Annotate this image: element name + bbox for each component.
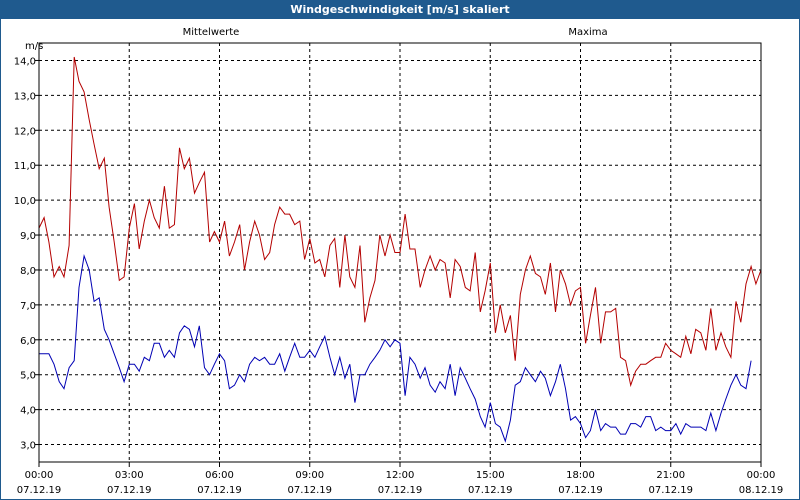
y-tick-label: 3,0: [20, 441, 36, 452]
chart-title: Windgeschwindigkeit [m/s] skaliert: [1, 1, 799, 19]
x-tick-time: 06:00: [205, 470, 234, 481]
x-tick-time: 12:00: [386, 470, 415, 481]
x-tick-date: 07.12.19: [107, 485, 152, 496]
x-tick-date: 07.12.19: [287, 485, 332, 496]
x-tick-time: 03:00: [115, 470, 144, 481]
y-tick-label: 14,0: [14, 56, 36, 67]
x-tick-date: 07.12.19: [648, 485, 693, 496]
x-tick-time: 00:00: [25, 470, 54, 481]
y-tick-label: 13,0: [14, 91, 36, 102]
y-tick-label: 6,0: [20, 336, 36, 347]
y-tick-label: 12,0: [14, 126, 36, 137]
x-tick-time: 15:00: [476, 470, 505, 481]
y-tick-label: 5,0: [20, 371, 36, 382]
legend-maxima: Maxima: [568, 27, 607, 38]
x-tick-time: 00:00: [747, 470, 776, 481]
y-tick-label: 9,0: [20, 231, 36, 242]
y-tick-label: 7,0: [20, 301, 36, 312]
x-tick-time: 21:00: [656, 470, 685, 481]
x-tick-date: 07.12.19: [17, 485, 62, 496]
x-tick-time: 18:00: [566, 470, 595, 481]
y-tick-label: 10,0: [14, 196, 36, 207]
series-line-mittelwerte: [39, 254, 752, 443]
plot-border: [38, 42, 762, 463]
x-tick-date: 07.12.19: [197, 485, 242, 496]
x-tick-time: 09:00: [295, 470, 324, 481]
y-tick-label: 4,0: [20, 406, 36, 417]
y-axis-unit: m/s: [25, 41, 43, 52]
x-tick-date: 07.12.19: [558, 485, 603, 496]
series-line-maxima: [38, 56, 762, 388]
legend-mittelwerte: Mittelwerte: [183, 27, 240, 38]
x-tick-date: 07.12.19: [378, 485, 423, 496]
x-tick-date: 08.12.19: [739, 485, 784, 496]
y-tick-label: 8,0: [20, 266, 36, 277]
y-tick-label: 11,0: [14, 161, 36, 172]
x-tick-date: 07.12.19: [468, 485, 513, 496]
